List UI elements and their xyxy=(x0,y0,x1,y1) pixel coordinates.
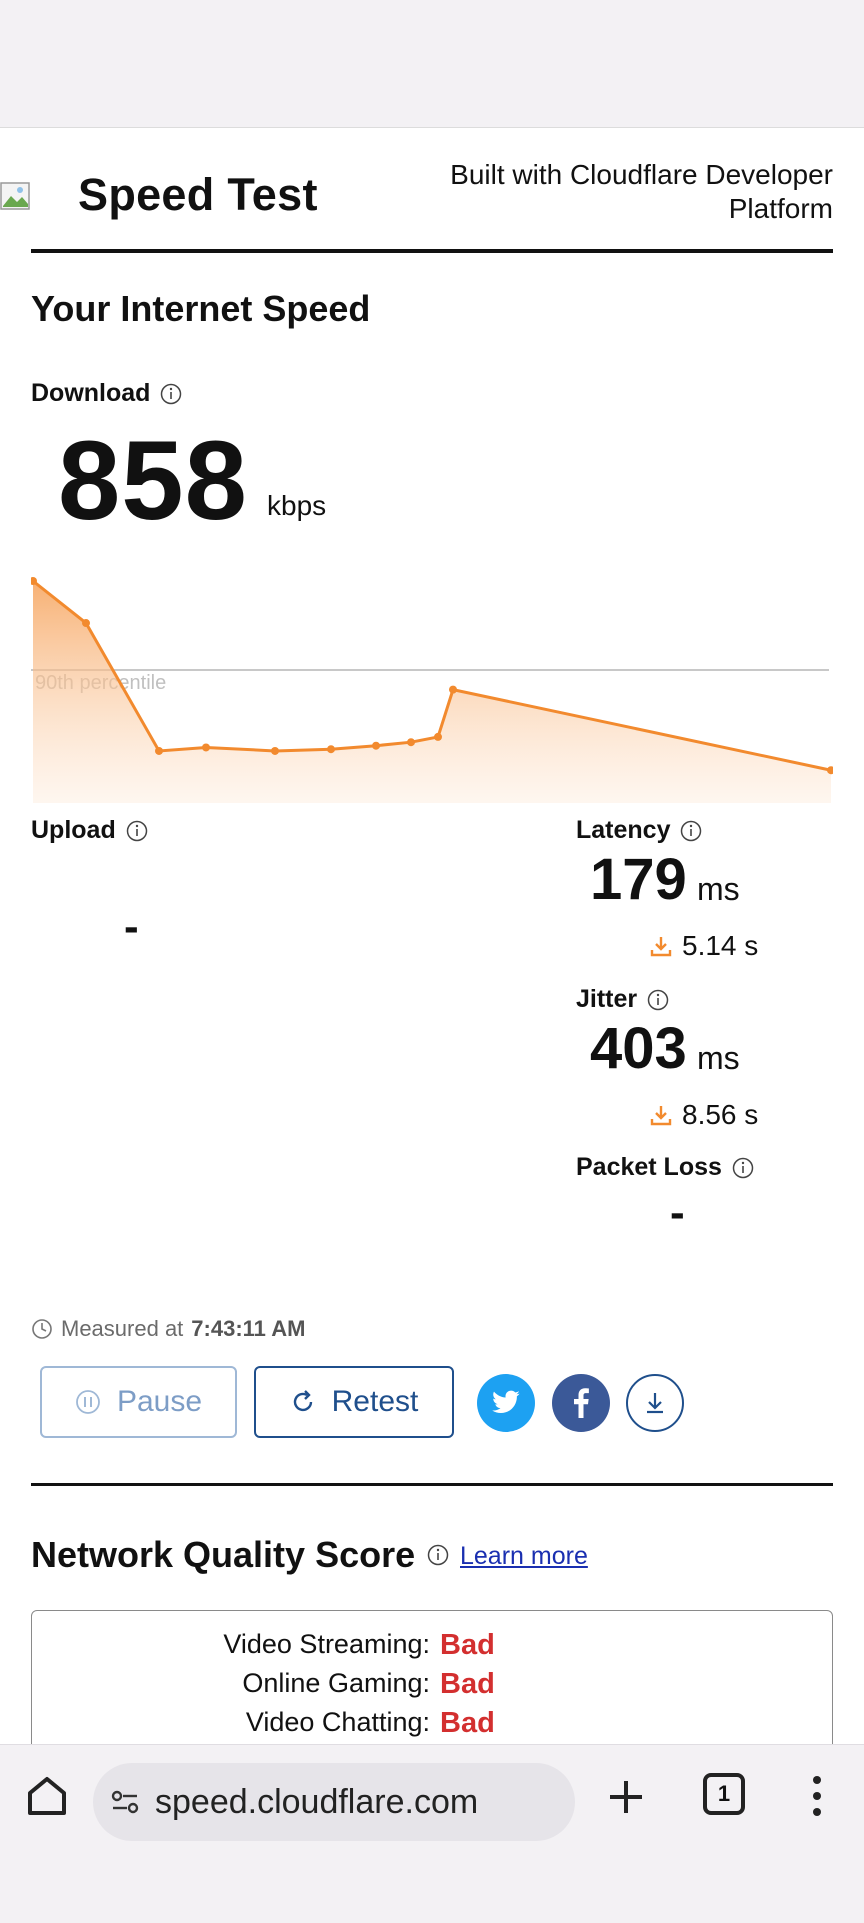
section-title: Your Internet Speed xyxy=(31,288,371,329)
chart-point xyxy=(202,743,210,752)
chart-point xyxy=(827,766,833,775)
learn-more-link[interactable]: Learn more xyxy=(460,1542,588,1570)
quality-row-label: Online Gaming: xyxy=(242,1668,430,1698)
chart-point xyxy=(372,741,380,750)
quality-row-label: Video Chatting: xyxy=(245,1707,430,1737)
download-arrow-icon xyxy=(650,937,672,957)
download-results-button[interactable] xyxy=(626,1374,684,1432)
home-icon[interactable] xyxy=(22,1771,72,1821)
quality-row-value: Bad xyxy=(440,1707,495,1739)
clock-icon xyxy=(32,1319,52,1339)
info-icon[interactable] xyxy=(732,1157,754,1179)
broken-image-icon xyxy=(0,182,30,210)
tab-switcher-button[interactable]: 1 xyxy=(703,1773,745,1815)
quality-row: Video Streaming: Bad xyxy=(32,1629,832,1667)
browser-top-area xyxy=(0,0,864,128)
download-arrow-icon xyxy=(650,1106,672,1126)
packet-loss-value: - xyxy=(670,1188,685,1237)
info-icon[interactable] xyxy=(647,989,669,1011)
measured-time: 7:43:11 AM xyxy=(191,1316,306,1341)
pause-icon xyxy=(76,1390,100,1414)
jitter-value: 403 xyxy=(590,1016,687,1081)
download-label-text: Download xyxy=(31,379,151,407)
site-settings-icon[interactable] xyxy=(109,1786,141,1818)
latency-label-text: Latency xyxy=(576,816,671,844)
download-unit: kbps xyxy=(267,490,327,521)
page-content: Speed Test Built with Cloudflare Develop… xyxy=(0,128,864,1744)
address-bar[interactable]: speed.cloudflare.com xyxy=(93,1763,575,1841)
chart-point xyxy=(434,732,442,741)
chart-point xyxy=(155,746,163,755)
pause-button[interactable]: Pause xyxy=(40,1366,237,1438)
twitter-share-button[interactable] xyxy=(477,1374,535,1432)
measured-prefix: Measured at xyxy=(61,1316,184,1341)
built-with-text: Built with Cloudflare Developer Platform xyxy=(450,159,833,224)
chart-area-fill xyxy=(33,581,831,803)
download-label: Download xyxy=(31,379,182,408)
info-icon[interactable] xyxy=(160,383,182,405)
chart-point xyxy=(407,738,415,747)
info-icon[interactable] xyxy=(680,820,702,842)
header-divider xyxy=(31,249,833,253)
network-quality-title: Network Quality Score xyxy=(31,1534,449,1576)
download-value: 858 xyxy=(58,418,248,543)
upload-label-text: Upload xyxy=(31,816,116,844)
quality-row: Video Chatting: Bad xyxy=(32,1707,832,1744)
section-divider xyxy=(31,1483,833,1486)
measured-at: Measured at 7:43:11 AM xyxy=(31,1316,305,1342)
quality-score-box: Video Streaming: Bad Online Gaming: Bad … xyxy=(31,1610,833,1744)
retest-button[interactable]: Retest xyxy=(254,1366,454,1438)
download-chart: 90th percentile xyxy=(31,577,833,803)
jitter-label: Jitter xyxy=(576,985,669,1014)
latency-loaded: 5.14 s xyxy=(650,930,758,962)
latency-label: Latency xyxy=(576,816,702,845)
chart-point xyxy=(82,619,90,628)
twitter-icon xyxy=(492,1390,520,1413)
page-title: Speed Test xyxy=(78,169,318,220)
info-icon[interactable] xyxy=(126,820,148,842)
packet-loss-label-text: Packet Loss xyxy=(576,1153,722,1181)
facebook-icon xyxy=(574,1388,589,1418)
tab-count: 1 xyxy=(717,1781,731,1806)
retest-label: Retest xyxy=(331,1385,419,1418)
jitter-unit: ms xyxy=(697,1040,740,1076)
latency-unit: ms xyxy=(697,871,740,907)
jitter-loaded-value: 8.56 s xyxy=(682,1099,759,1130)
network-quality-title-text: Network Quality Score xyxy=(31,1534,416,1575)
upload-value: - xyxy=(124,902,139,951)
upload-label: Upload xyxy=(31,816,148,845)
packet-loss-label: Packet Loss xyxy=(576,1153,754,1182)
url-text: speed.cloudflare.com xyxy=(155,1782,479,1821)
browser-toolbar: speed.cloudflare.com 1 xyxy=(0,1744,864,1923)
download-icon xyxy=(647,1393,663,1414)
refresh-icon xyxy=(293,1390,312,1412)
jitter-label-text: Jitter xyxy=(576,985,638,1013)
quality-row-label: Video Streaming: xyxy=(223,1629,430,1659)
chart-point xyxy=(271,746,279,755)
new-tab-icon[interactable] xyxy=(604,1775,648,1819)
quality-row-value: Bad xyxy=(440,1629,495,1661)
pause-label: Pause xyxy=(116,1385,203,1418)
facebook-share-button[interactable] xyxy=(552,1374,610,1432)
quality-row: Online Gaming: Bad xyxy=(32,1668,832,1706)
chart-point xyxy=(327,745,335,754)
chart-point xyxy=(31,577,37,585)
info-icon[interactable] xyxy=(427,1544,449,1566)
quality-row-value: Bad xyxy=(440,1668,495,1700)
latency-loaded-value: 5.14 s xyxy=(682,930,759,961)
more-menu-icon[interactable] xyxy=(805,1771,829,1821)
chart-point xyxy=(449,685,457,694)
latency-value: 179 xyxy=(590,847,687,912)
jitter-loaded: 8.56 s xyxy=(650,1099,758,1131)
